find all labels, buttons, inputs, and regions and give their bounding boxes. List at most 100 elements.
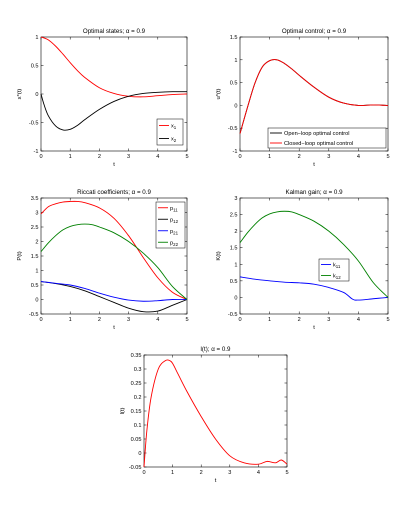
y-tick-label: 1 [35,35,38,41]
series-line-p11 [40,200,188,300]
x-tick-label: 4 [257,470,260,476]
y-tick-label: 0.5 [230,279,238,285]
y-tick-label: 1 [234,262,237,268]
y-tick-label: 0.35 [131,353,142,359]
x-tick-label: 4 [156,154,159,160]
legend-entry: x2 [171,137,177,144]
legend: k11 k12 [318,258,350,282]
x-axis-label: t [113,325,115,331]
x-tick-label: 2 [98,154,101,160]
legend-entry: Open−loop optimal control [284,131,349,137]
legend-entry: k11 [333,263,341,270]
y-tick-label: 2.5 [230,213,238,219]
series-line-l [143,359,288,468]
x-tick-label: 3 [327,317,330,323]
y-tick-label: -0.5 [228,312,238,318]
y-axis-label: l(t) [120,408,126,415]
chart-title: Optimal control; α = 0.9 [282,28,347,35]
legend-entry: p12 [170,217,179,224]
chart-title: Kalman gain; α = 0.9 [285,189,343,196]
y-tick-label: 0.1 [134,423,142,429]
x-tick-label: 5 [285,470,288,476]
series-line-Closed−loop optimal control [239,59,389,134]
x-tick-label: 1 [268,154,271,160]
series-line-k12 [239,210,389,298]
y-tick-label: -0.5 [29,312,39,318]
y-axis-label: K(t) [216,251,222,260]
y-tick-label: 2.5 [31,225,39,231]
plot-area [239,197,389,315]
y-tick-label: 1 [234,58,237,64]
y-axis-label: x*(t) [17,89,23,100]
legend-box [156,118,184,146]
x-tick-label: 4 [357,317,360,323]
x-tick-label: 5 [386,317,389,323]
series-line-p21 [40,281,188,302]
legend-entry: k12 [333,274,341,281]
plot-area [143,354,288,468]
x-tick-label: 1 [268,317,271,323]
y-tick-label: 1.5 [230,35,238,41]
legend-entry: Closed−loop optimal control [284,141,353,147]
y-tick-label: 0 [138,451,141,457]
y-tick-label: 2 [234,229,237,235]
y-axis-label: P(t) [17,251,23,260]
legend: x1 x2 [156,118,184,146]
y-axis-label: u*(t) [216,88,222,99]
y-tick-label: 0 [234,103,237,109]
y-tick-label: 0.2 [134,395,142,401]
x-tick-label: 0 [39,317,42,323]
chart-title: Optimal states; α = 0.9 [83,28,146,35]
y-tick-label: 3.5 [31,196,39,202]
y-tick-label: 1.5 [230,246,238,252]
x-tick-label: 3 [127,154,130,160]
y-tick-label: 0.05 [131,437,142,443]
x-tick-label: 1 [69,154,72,160]
series-line-k11 [239,276,389,301]
y-tick-label: -1 [34,149,39,155]
series-line-p22 [40,223,188,300]
x-tick-label: 5 [386,154,389,160]
y-tick-label: 0.3 [134,367,142,373]
legend-entry: p11 [170,206,178,213]
x-tick-label: 2 [200,470,203,476]
y-tick-label: -0.05 [129,465,142,471]
y-tick-label: 0.5 [230,81,238,87]
y-tick-label: 3 [234,196,237,202]
legend: Open−loop optimal control Closed−loop opt… [267,127,387,149]
y-tick-label: 1.5 [31,254,39,260]
y-tick-label: 0 [35,298,38,304]
x-axis-label: t [215,478,217,484]
legend-box [267,127,387,149]
x-tick-label: 2 [298,154,301,160]
x-axis-label: t [113,162,115,168]
legend-box [155,201,186,249]
x-axis-label: t [313,325,315,331]
x-tick-label: 2 [98,317,101,323]
y-tick-label: 0 [234,295,237,301]
x-tick-label: 3 [228,470,231,476]
legend-entry: p22 [170,240,179,247]
x-tick-label: 3 [127,317,130,323]
chart-l-function: 0 1 2 3 4 5-0.0500.050.10.150.20.250.30.35l(t… [120,346,289,484]
y-tick-label: -0.5 [228,126,238,132]
legend: p11 p12 p21 p22 [155,201,186,249]
legend-entry: x1 [171,124,177,131]
y-tick-label: 0.5 [31,283,39,289]
x-tick-label: 0 [39,154,42,160]
chart-title: l(t); α = 0.9 [201,346,231,353]
x-axis-label: t [313,162,315,168]
legend-entry: p21 [170,229,179,236]
y-tick-label: 1 [35,269,38,275]
y-tick-label: 0.25 [131,381,142,387]
x-tick-label: 1 [69,317,72,323]
y-tick-label: -0.5 [29,121,39,127]
y-tick-label: -1 [233,149,238,155]
series-line-p12 [40,281,188,313]
x-tick-label: 4 [357,154,360,160]
x-tick-label: 5 [185,317,188,323]
